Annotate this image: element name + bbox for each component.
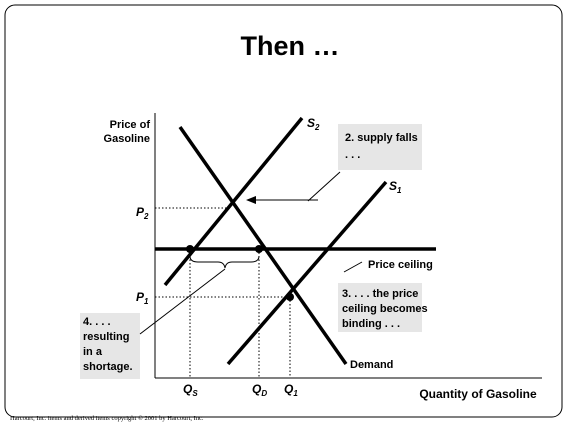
- p1-label: P1: [136, 290, 149, 306]
- connector: [307, 171, 341, 202]
- q1-label: Q1: [284, 382, 298, 398]
- demand-curve: [178, 125, 348, 366]
- annotation-text: . . .: [345, 149, 360, 161]
- annotation-text: 2. supply falls: [345, 132, 418, 144]
- slide-frame: [4, 4, 563, 418]
- p2-label: P2: [136, 205, 149, 221]
- annotation-text: ceiling becomes: [342, 303, 428, 315]
- ceiling-label: Price ceiling: [368, 259, 433, 271]
- annotation-box: [80, 313, 140, 379]
- intersection: [255, 245, 263, 253]
- shortage-brace: [189, 255, 260, 269]
- annotation-box: [338, 283, 422, 332]
- arrow-head: [246, 196, 256, 204]
- annotation-text: binding . . .: [342, 318, 400, 330]
- qs-label: QS: [183, 382, 198, 398]
- s2-label: S2: [307, 116, 320, 132]
- y-axis-label: Gasoline: [104, 133, 150, 145]
- annotation-text: shortage.: [83, 361, 133, 373]
- annotation-text: 4. . . .: [83, 316, 111, 328]
- qd-label: QD: [252, 382, 267, 398]
- intersection: [186, 245, 194, 253]
- annotation-text: in a: [83, 346, 103, 358]
- intersection: [286, 293, 294, 301]
- y-axis-label: Price of: [110, 119, 151, 131]
- title: Then …: [241, 31, 340, 61]
- connector: [343, 261, 363, 273]
- annotation-box: [338, 124, 422, 170]
- footer: Harcourt, Inc. items and derived items c…: [10, 415, 204, 422]
- x-axis-label: Quantity of Gasoline: [419, 387, 537, 401]
- annotation-text: 3. . . . the price: [342, 288, 418, 300]
- supply-curve-1: [226, 180, 388, 366]
- annotation-text: resulting: [83, 331, 129, 343]
- demand-label: Demand: [350, 359, 393, 371]
- s1-label: S1: [389, 179, 402, 195]
- connector: [139, 268, 226, 335]
